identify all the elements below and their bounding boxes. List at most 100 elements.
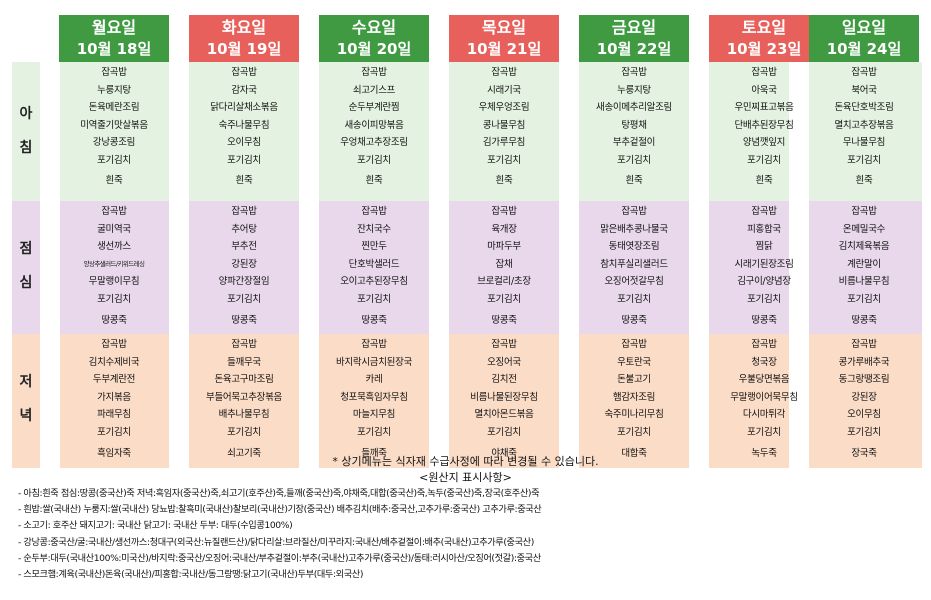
dinner-menu-cell: 잡곡밥 청국장 우불당면볶음 무말랭이어묵무침 다시마튀각 포기김치 녹두죽 xyxy=(709,336,819,462)
menu-item: 포기김치 xyxy=(97,154,131,166)
dinner-menu-cell: 잡곡밥 오징어국 김치전 비름나물된장무침 멸치아몬드볶음 포기김치 야채죽 xyxy=(449,336,559,462)
menu-item: 계란말이 xyxy=(847,258,881,270)
column-gap xyxy=(299,62,319,468)
menu-item: 포기김치 xyxy=(617,154,651,166)
menu-item: 잡곡밥 xyxy=(851,67,877,78)
menu-item: 잡곡밥 xyxy=(361,339,387,350)
menu-item: 잡곡밥 xyxy=(361,206,387,217)
menu-item: 들깨죽 xyxy=(361,447,387,459)
lunch-band xyxy=(12,201,922,334)
meal-label-char: 심 xyxy=(19,275,33,291)
menu-item: 시래기된장조림 xyxy=(734,258,794,270)
menu-item: 오이고추된장무침 xyxy=(340,276,408,288)
menu-item: 가지볶음 xyxy=(97,391,131,403)
menu-item: 포기김치 xyxy=(357,293,391,305)
day-name: 금요일 xyxy=(611,18,657,37)
day-date: 10월 20일 xyxy=(336,40,412,58)
lunch-menu-cell: 잡곡밥 추어탕 부추전 강된장 양파간장절임 포기김치 땅콩죽 xyxy=(189,203,299,329)
menu-item: 멸치고추장볶음 xyxy=(834,119,894,131)
menu-item: 강낭콩조림 xyxy=(92,137,136,149)
menu-item: 포기김치 xyxy=(847,293,881,305)
menu-item: 강된장 xyxy=(231,258,257,270)
dinner-menu-cell: 잡곡밥 김치수제비국 두부계란전 가지볶음 파래무침 포기김치 흑임자죽 xyxy=(59,336,169,462)
day-header-tue: 화요일 10월 19일 xyxy=(189,15,299,62)
column-gap xyxy=(40,62,60,468)
menu-item: 미역줄기맛살볶음 xyxy=(80,119,148,131)
menu-item: 양념깻잎지 xyxy=(742,137,786,149)
menu-item: 포기김치 xyxy=(97,293,131,305)
morning-menu-cell: 잡곡밥 누룽지탕 돈육메란조림 미역줄기맛살볶음 강낭콩조림 포기김치 흰죽 xyxy=(59,64,169,189)
menu-item: 찐만두 xyxy=(361,241,387,253)
menu-item: 잡곡밥 xyxy=(231,206,257,217)
menu-item: 잡곡밥 xyxy=(231,339,257,350)
menu-item: 돈불고기 xyxy=(617,374,651,386)
menu-item: 우토란국 xyxy=(617,356,651,368)
menu-item: 땅콩죽 xyxy=(101,314,127,326)
menu-item: 잡곡밥 xyxy=(621,206,647,217)
origin-list: - 아침:흰죽 점심:땅콩(중국산)죽 저녁:흑임자(중국산)죽,쇠고기(호주산… xyxy=(18,486,918,583)
menu-item: 온메밀국수 xyxy=(842,223,886,235)
menu-item: 탕평채 xyxy=(621,119,647,131)
lunch-menu-cell: 잡곡밥 굴미역국 생선까스 양상추샐러드/키위드레싱 무말랭이무침 포기김치 땅콩죽 xyxy=(59,203,169,329)
lunch-menu-cell: 잡곡밥 맑은배추콩나물국 동태엿장조림 참치푸실리샐러드 오징어젓갈무침 포기김치 땅콩죽 xyxy=(579,203,689,329)
menu-item: 흰죽 xyxy=(495,174,513,186)
menu-item: 우엉채고추장조림 xyxy=(340,137,408,149)
origin-line: - 아침:흰죽 점심:땅콩(중국산)죽 저녁:흑임자(중국산)죽,쇠고기(호주산… xyxy=(18,488,540,499)
menu-item: 포기김치 xyxy=(747,154,781,166)
menu-item: 오징어국 xyxy=(487,356,521,368)
menu-item: 포기김치 xyxy=(617,293,651,305)
menu-item: 멸치아몬드볶음 xyxy=(474,409,534,421)
menu-item: 추어탕 xyxy=(231,223,257,235)
day-header-mon: 월요일 10월 18일 xyxy=(59,15,169,62)
menu-item: 대합죽 xyxy=(621,447,647,459)
day-header-wed: 수요일 10월 20일 xyxy=(319,15,429,62)
menu-item: 우체우엉조림 xyxy=(478,102,530,114)
menu-item: 잡곡밥 xyxy=(101,339,127,350)
menu-item: 들깨무국 xyxy=(227,356,261,368)
menu-item: 우민찌표고볶음 xyxy=(734,102,794,114)
dinner-menu-cell: 잡곡밥 바지락시금치된장국 카레 청포묵흑임자무침 마늘지무침 포기김치 들깨죽 xyxy=(319,336,429,462)
meal-label-lunch: 점 심 xyxy=(12,232,40,300)
meal-label-dinner: 저 녁 xyxy=(12,365,40,433)
dinner-menu-cell: 잡곡밥 우토란국 돈불고기 햄감자조림 숙주미나리무침 포기김치 대합죽 xyxy=(579,336,689,462)
notice-text: * 상기메뉴는 식자재 수급사정에 따라 변경될 수 있습니다. xyxy=(332,455,599,468)
menu-item: 야채죽 xyxy=(491,447,517,459)
menu-item: 참치푸실리샐러드 xyxy=(600,258,668,270)
menu-item: 잡곡밥 xyxy=(491,67,517,78)
menu-item: 흰죽 xyxy=(855,174,873,186)
menu-item: 흰죽 xyxy=(625,174,643,186)
menu-item: 브로컬리/초장 xyxy=(477,276,531,288)
menu-item: 두부계란전 xyxy=(92,374,136,386)
menu-item: 땅콩죽 xyxy=(751,314,777,326)
menu-item: 닭다리살채소볶음 xyxy=(210,102,278,114)
menu-item: 잡곡밥 xyxy=(851,339,877,350)
menu-table: 월요일 10월 18일 화요일 10월 19일 수요일 10월 20일 목요일 10월 … xyxy=(12,15,922,468)
menu-item: 포기김치 xyxy=(847,426,881,438)
day-date: 10월 19일 xyxy=(206,40,282,58)
menu-item: 흰죽 xyxy=(235,174,253,186)
menu-item: 쇠고기죽 xyxy=(227,447,261,459)
day-name: 토요일 xyxy=(741,18,787,37)
menu-item: 부들어묵고추장볶음 xyxy=(206,391,282,403)
meal-label-char: 아 xyxy=(19,106,33,122)
menu-item: 카레 xyxy=(365,374,383,386)
menu-item: 굴미역국 xyxy=(97,223,131,235)
column-gap xyxy=(429,62,449,468)
menu-item: 땅콩죽 xyxy=(361,314,387,326)
menu-item: 마파두부 xyxy=(487,241,521,253)
menu-item: 우불당면볶음 xyxy=(738,374,790,386)
day-header-sun: 일요일 10월 24일 xyxy=(809,15,919,62)
menu-item: 맑은배추콩나물국 xyxy=(600,223,668,235)
column-gap xyxy=(789,62,809,468)
menu-item: 잡곡밥 xyxy=(851,206,877,217)
origin-line: - 스모크햄:계육(국내산)돈육(국내산)/피홍합:국내산/동그랑땡:닭고기(국… xyxy=(18,569,364,581)
menu-item: 양파간장절임 xyxy=(218,276,270,288)
menu-item: 누룽지탕 xyxy=(617,84,651,96)
menu-item: 콩나물무침 xyxy=(482,119,526,131)
menu-item: 배추나물무침 xyxy=(218,409,270,421)
menu-item: 포기김치 xyxy=(97,426,131,438)
menu-item: 무말랭이무침 xyxy=(88,276,140,288)
menu-item: 돈육단호박조림 xyxy=(834,102,894,114)
menu-item: 부추겉절이 xyxy=(612,137,656,149)
menu-item: 흰죽 xyxy=(755,174,773,186)
